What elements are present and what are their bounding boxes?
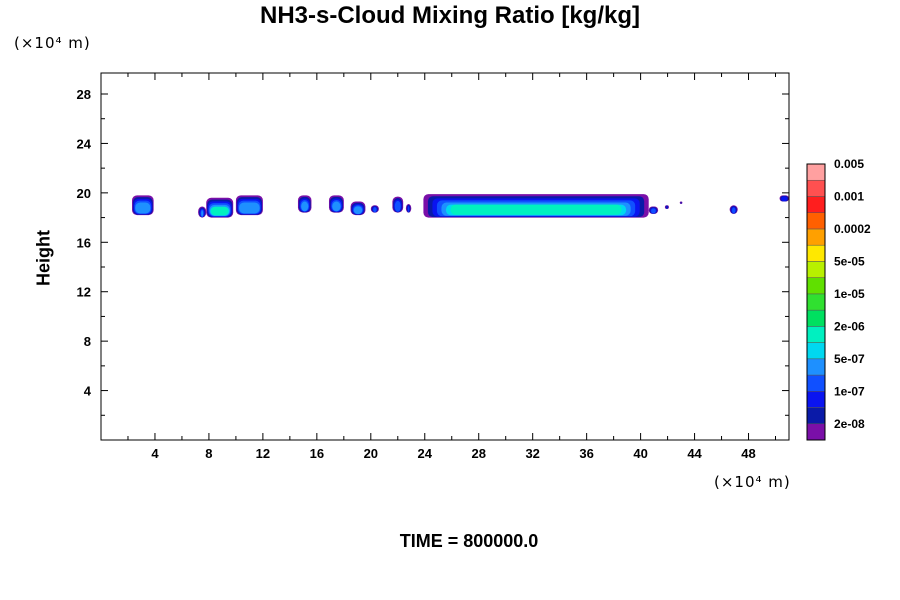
colorbar-label: 1e-07	[834, 384, 865, 398]
chart-title: NH3-s-Cloud Mixing Ratio [kg/kg]	[260, 2, 640, 29]
x-tick-label: 48	[741, 446, 755, 461]
cloud-field	[132, 194, 789, 218]
x-tick-label: 28	[471, 446, 485, 461]
cloud-region	[235, 195, 263, 216]
x-tick-label: 20	[364, 446, 378, 461]
y-tick-label: 16	[77, 235, 91, 250]
colorbar-label: 2e-08	[834, 417, 865, 431]
colorbar-swatch	[806, 342, 826, 360]
time-label: TIME = 800000.0	[399, 531, 539, 551]
y-tick-label: 8	[84, 334, 91, 349]
colorbar-swatch	[806, 212, 826, 230]
x-tick-label: 40	[633, 446, 647, 461]
cloud-region	[206, 197, 234, 218]
cloud-region	[350, 201, 366, 216]
cloud-region	[423, 194, 649, 218]
cloud-band	[394, 200, 401, 212]
colorbar-frame	[806, 163, 826, 441]
colorbar-label: 0.005	[834, 157, 864, 171]
cloud-band	[301, 201, 309, 212]
y-tick-label: 12	[77, 285, 91, 300]
colorbar-swatch	[806, 277, 826, 295]
cloud-band	[408, 206, 409, 213]
x-tick-label: 32	[525, 446, 539, 461]
y-tick-label: 4	[84, 384, 92, 399]
colorbar-label: 5e-05	[834, 254, 865, 268]
y-tick-label: 24	[77, 136, 92, 151]
colorbar-label: 2e-06	[834, 319, 865, 333]
colorbar-swatch	[806, 374, 826, 392]
colorbar-swatch	[806, 179, 826, 197]
cloud-region	[328, 195, 344, 213]
cloud-region	[405, 203, 412, 213]
cloud-band	[680, 201, 682, 204]
colorbar-swatch	[806, 261, 826, 278]
colorbar-swatch	[806, 228, 826, 246]
x-tick-label: 4	[151, 446, 159, 461]
colorbar-label: 5e-07	[834, 352, 865, 366]
y-tick-label: 28	[77, 87, 91, 102]
colorbar-swatch	[806, 309, 826, 327]
cloud-band	[201, 210, 204, 217]
colorbar-label: 1e-05	[834, 287, 865, 301]
cloud-band	[781, 196, 788, 202]
x-tick-label: 24	[418, 446, 433, 461]
cloud-region	[779, 195, 789, 202]
cloud-band	[239, 202, 260, 214]
colorbar-swatch	[806, 163, 826, 181]
y-tick-label: 20	[77, 186, 91, 201]
cloud-region	[664, 205, 669, 209]
colorbar-label: 0.0002	[834, 222, 871, 236]
colorbar-swatch	[806, 196, 826, 213]
cloud-region	[729, 205, 738, 214]
y-axis-unit-label: (×10⁴ m)	[14, 34, 91, 52]
cloud-region	[392, 196, 404, 213]
cloud-band	[651, 208, 656, 214]
cloud-band	[732, 207, 736, 214]
colorbar: 2e-08 1e-07 5e-07 2e-06 1e-05 5e-05 0.0002 0.00…	[806, 157, 871, 441]
cloud-band	[450, 204, 622, 215]
cloud-band	[373, 207, 377, 213]
colorbar-swatch	[806, 293, 826, 311]
colorbar-swatch	[806, 358, 826, 376]
x-tick-label: 44	[687, 446, 702, 461]
colorbar-swatch	[806, 391, 826, 408]
colorbar-swatch	[806, 407, 826, 425]
colorbar-swatch	[806, 244, 826, 262]
cloud-region	[297, 195, 312, 213]
colorbar-swatch	[806, 423, 826, 441]
x-axis: 4 8 12 16 20 24 28 32 36 40 44 48	[127, 73, 777, 461]
cloud-region	[132, 195, 154, 216]
x-tick-label: 36	[579, 446, 593, 461]
colorbar-label: 0.001	[834, 189, 864, 203]
x-tick-label: 12	[256, 446, 270, 461]
cloud-region	[679, 201, 683, 204]
cloud-region	[648, 206, 659, 214]
colorbar-swatch	[806, 326, 826, 343]
x-axis-unit-label: (×10⁴ m)	[714, 473, 791, 491]
cloud-region	[198, 206, 207, 218]
x-tick-label: 16	[310, 446, 324, 461]
cloud-band	[135, 202, 151, 214]
plot-frame	[100, 72, 790, 441]
cloud-band	[353, 206, 363, 215]
y-axis: 4 8 12 16 20 24 28	[77, 87, 789, 416]
cloud-band	[332, 201, 341, 212]
cloud-region	[370, 205, 379, 213]
cloud-band	[666, 205, 668, 209]
cloud-band	[211, 206, 229, 216]
x-tick-label: 8	[205, 446, 212, 461]
